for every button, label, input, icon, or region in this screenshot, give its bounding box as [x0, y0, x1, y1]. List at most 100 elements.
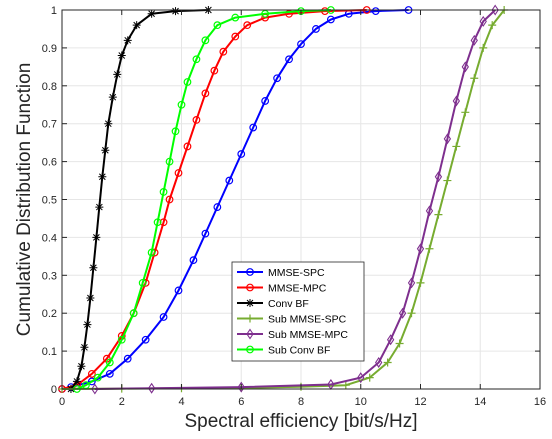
- data-point: [452, 95, 461, 107]
- x-tick-label: 12: [414, 396, 426, 408]
- series-line: [94, 9, 496, 390]
- data-point: [183, 142, 192, 151]
- data-point: [491, 4, 499, 16]
- data-point: [246, 314, 254, 323]
- legend-label: Sub MMSE-MPC: [268, 329, 348, 341]
- legend-item: Sub MMSE-MPC: [237, 328, 348, 341]
- data-point: [341, 381, 350, 390]
- data-point: [285, 55, 293, 64]
- series-mmse-spc: [58, 6, 413, 393]
- data-point: [171, 7, 180, 16]
- data-point: [434, 171, 443, 183]
- data-point: [201, 229, 210, 238]
- x-tick-label: 14: [474, 396, 486, 408]
- legend-item: MMSE-MPC: [237, 283, 327, 295]
- series-line: [76, 9, 331, 390]
- data-point: [132, 21, 141, 30]
- data-point: [105, 358, 114, 367]
- data-point: [443, 176, 452, 185]
- y-tick-label: 0.6: [42, 157, 57, 169]
- data-point: [246, 283, 254, 292]
- data-point: [479, 15, 487, 27]
- data-point: [93, 373, 102, 382]
- data-point: [371, 7, 380, 16]
- data-point: [123, 36, 132, 45]
- y-tick-label: 0.4: [42, 232, 57, 244]
- x-tick-label: 2: [119, 396, 125, 408]
- data-point: [177, 100, 186, 109]
- data-point: [101, 146, 110, 155]
- y-tick-label: 0.8: [42, 81, 57, 93]
- data-point: [213, 21, 222, 30]
- data-point: [117, 335, 126, 344]
- data-point: [192, 116, 201, 124]
- data-point: [219, 47, 228, 56]
- data-point: [425, 244, 434, 253]
- data-point: [398, 307, 407, 319]
- data-point: [201, 36, 210, 45]
- legend-label: Sub Conv BF: [268, 345, 330, 357]
- data-point: [365, 373, 374, 382]
- data-point: [159, 218, 168, 227]
- data-point: [171, 127, 180, 136]
- data-point: [141, 335, 150, 344]
- x-tick-label: 6: [238, 396, 244, 408]
- data-point: [416, 278, 425, 287]
- y-tick-label: 0.9: [42, 43, 57, 55]
- data-point: [386, 334, 395, 346]
- data-point: [470, 34, 478, 46]
- data-point: [246, 345, 254, 354]
- data-point: [395, 339, 404, 348]
- data-point: [443, 133, 452, 145]
- data-point: [113, 70, 122, 79]
- y-tick-label: 0.1: [42, 346, 57, 358]
- data-point: [273, 74, 282, 83]
- data-point: [237, 381, 245, 393]
- data-point: [407, 277, 416, 289]
- x-axis-label: Spectral efficiency [bit/s/Hz]: [184, 411, 417, 432]
- series-conv-bf: [66, 6, 213, 393]
- data-point: [174, 286, 183, 295]
- x-tick-label: 8: [298, 396, 304, 408]
- data-point: [326, 15, 335, 24]
- data-point: [201, 89, 210, 98]
- data-point: [174, 169, 183, 177]
- legend: MMSE-SPC MMSE-MPC Conv BF Sub MMSE-SPC Sub M…: [231, 261, 365, 362]
- data-point: [425, 205, 434, 217]
- data-point: [461, 61, 469, 73]
- data-point: [153, 218, 162, 227]
- data-point: [108, 93, 117, 102]
- series-mmse-mpc: [58, 6, 371, 393]
- series-sub-mmse-mpc: [91, 4, 499, 395]
- legend-label: MMSE-MPC: [268, 283, 327, 295]
- data-point: [416, 243, 425, 255]
- data-point: [383, 358, 392, 367]
- data-point: [246, 268, 254, 276]
- data-point: [89, 263, 98, 272]
- data-point: [147, 382, 156, 394]
- data-point: [461, 108, 470, 117]
- data-point: [123, 354, 132, 363]
- series-sub-conv-bf: [73, 6, 335, 393]
- x-tick-label: 10: [355, 396, 367, 408]
- data-point: [407, 309, 416, 318]
- legend-label: Conv BF: [268, 298, 309, 310]
- legend-item: Sub Conv BF: [237, 345, 330, 357]
- x-tick-label: 4: [178, 396, 184, 408]
- y-tick-label: 0.7: [42, 119, 57, 131]
- data-point: [261, 97, 270, 105]
- legend-item: Conv BF: [237, 298, 309, 310]
- data-point: [470, 74, 479, 83]
- data-point: [488, 21, 497, 30]
- data-point: [83, 320, 92, 329]
- data-point: [80, 343, 89, 352]
- data-point: [92, 233, 101, 242]
- legend-box: [231, 261, 365, 362]
- legend-label: MMSE-SPC: [268, 267, 325, 279]
- data-point: [246, 328, 254, 340]
- data-point: [357, 372, 365, 384]
- y-tick-label: 0: [51, 384, 57, 396]
- data-point: [297, 40, 305, 49]
- data-point: [95, 203, 104, 212]
